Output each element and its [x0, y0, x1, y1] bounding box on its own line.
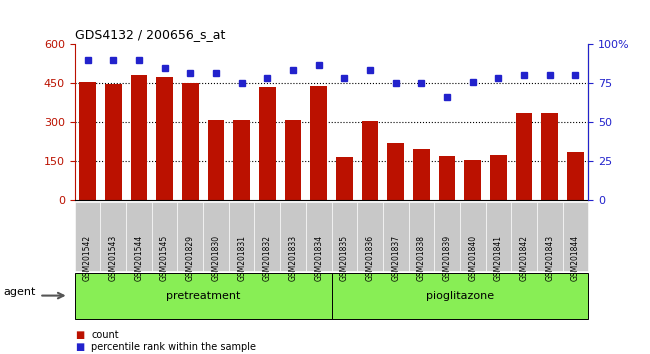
Text: GSM201545: GSM201545	[160, 234, 169, 281]
Bar	[233, 120, 250, 200]
Text: ■: ■	[75, 342, 84, 352]
Bar	[182, 83, 199, 200]
Bar	[131, 75, 148, 200]
Text: agent: agent	[3, 287, 36, 297]
Text: GSM201839: GSM201839	[443, 234, 452, 281]
Text: GSM201840: GSM201840	[468, 234, 477, 281]
Bar	[285, 120, 302, 200]
Bar	[259, 87, 276, 200]
Bar	[336, 157, 353, 200]
Text: GSM201837: GSM201837	[391, 234, 400, 281]
Text: GSM201841: GSM201841	[494, 234, 503, 280]
Text: GSM201843: GSM201843	[545, 234, 554, 281]
Text: GDS4132 / 200656_s_at: GDS4132 / 200656_s_at	[75, 28, 225, 41]
Text: GSM201829: GSM201829	[186, 234, 195, 280]
Bar	[387, 143, 404, 200]
Bar	[156, 77, 173, 200]
Bar	[105, 85, 122, 200]
Text: pioglitazone: pioglitazone	[426, 291, 494, 301]
Text: GSM201834: GSM201834	[314, 234, 323, 281]
Text: GSM201832: GSM201832	[263, 234, 272, 280]
Bar	[439, 156, 456, 200]
Bar	[207, 120, 224, 200]
Text: GSM201830: GSM201830	[211, 234, 220, 281]
Bar	[361, 121, 378, 200]
Bar	[464, 160, 481, 200]
Text: percentile rank within the sample: percentile rank within the sample	[91, 342, 256, 352]
Bar	[310, 86, 327, 200]
Bar	[490, 155, 507, 200]
Text: pretreatment: pretreatment	[166, 291, 240, 301]
Text: GSM201836: GSM201836	[365, 234, 374, 281]
Text: GSM201835: GSM201835	[340, 234, 349, 281]
Text: GSM201833: GSM201833	[289, 234, 298, 281]
Bar	[541, 113, 558, 200]
Bar	[567, 152, 584, 200]
Text: ■: ■	[75, 330, 84, 339]
Bar	[413, 149, 430, 200]
Text: GSM201831: GSM201831	[237, 234, 246, 280]
Text: GSM201543: GSM201543	[109, 234, 118, 281]
Text: GSM201844: GSM201844	[571, 234, 580, 281]
Bar	[79, 82, 96, 200]
Bar	[515, 113, 532, 200]
Text: count: count	[91, 330, 119, 339]
Text: GSM201544: GSM201544	[135, 234, 144, 281]
Text: GSM201838: GSM201838	[417, 234, 426, 280]
Text: GSM201542: GSM201542	[83, 234, 92, 281]
Text: GSM201842: GSM201842	[519, 234, 528, 280]
